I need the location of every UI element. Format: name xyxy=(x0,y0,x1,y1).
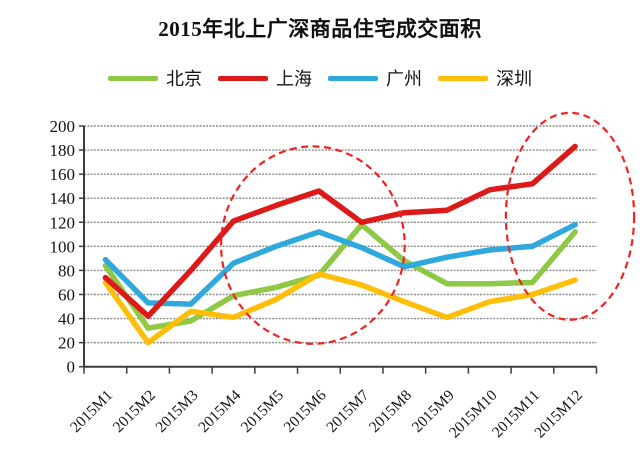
y-axis-label: 20 xyxy=(58,334,75,353)
x-axis-label: 2015M5 xyxy=(238,387,287,436)
x-axis-label: 2015M7 xyxy=(323,387,372,436)
y-axis-label: 80 xyxy=(58,261,75,280)
shanghai-line-swatch xyxy=(218,75,268,81)
y-axis-label: 200 xyxy=(50,117,76,136)
chart-title: 2015年北上广深商品住宅成交面积 xyxy=(158,17,482,41)
series-line-shenzhen xyxy=(102,271,578,346)
y-axis-label: 180 xyxy=(50,141,76,160)
legend-label: 北京 xyxy=(166,69,202,89)
y-axis-label: 100 xyxy=(50,237,76,256)
x-axis-label: 2015M1 xyxy=(67,387,116,436)
legend-label: 上海 xyxy=(276,69,312,89)
y-axis-label: 120 xyxy=(50,213,76,232)
y-axis-label: 0 xyxy=(67,358,76,377)
guangzhou-line-swatch xyxy=(328,75,378,81)
x-axis-label: 2015M4 xyxy=(195,387,244,436)
beijing-line-swatch xyxy=(108,75,158,81)
legend-item-shenzhen: 深圳 xyxy=(438,65,532,91)
series-line-shanghai xyxy=(102,143,578,319)
series-line-guangzhou xyxy=(102,221,578,307)
shenzhen-line-swatch xyxy=(438,75,488,81)
y-axis-label: 40 xyxy=(58,310,75,329)
legend-item-guangzhou: 广州 xyxy=(328,65,422,91)
legend-label: 深圳 xyxy=(496,69,532,89)
highlight-ellipse xyxy=(219,145,406,345)
x-axis-label: 2015M6 xyxy=(281,387,330,436)
y-axis-label: 140 xyxy=(50,189,76,208)
legend-item-shanghai: 上海 xyxy=(218,65,312,91)
x-axis-label: 2015M8 xyxy=(366,387,415,436)
y-axis-label: 160 xyxy=(50,165,76,184)
y-axis-label: 60 xyxy=(58,285,75,304)
x-axis-label: 2015M12 xyxy=(531,387,586,442)
legend-label: 广州 xyxy=(386,69,422,89)
x-axis-label: 2015M2 xyxy=(110,387,159,436)
series-line-beijing xyxy=(102,221,578,331)
highlight-ellipse xyxy=(504,111,636,321)
x-axis-label: 2015M3 xyxy=(152,387,201,436)
legend-item-beijing: 北京 xyxy=(108,65,202,91)
chart-legend: 北京 上海 广州 深圳 xyxy=(0,65,640,91)
